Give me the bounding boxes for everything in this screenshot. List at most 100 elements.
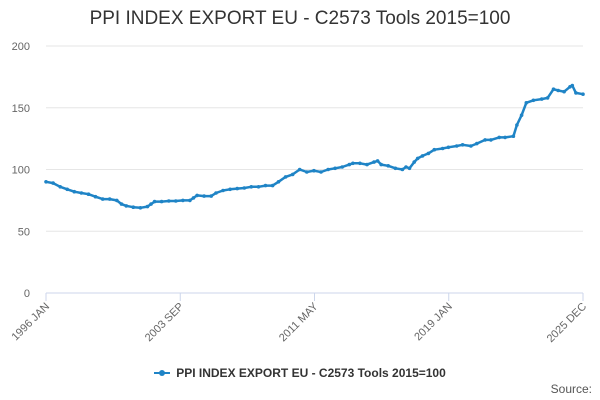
- data-point[interactable]: [256, 185, 261, 189]
- data-point[interactable]: [483, 138, 487, 142]
- data-point[interactable]: [581, 92, 585, 96]
- data-point[interactable]: [174, 199, 178, 203]
- data-point[interactable]: [107, 197, 112, 201]
- data-point[interactable]: [145, 204, 150, 209]
- data-point[interactable]: [515, 123, 519, 127]
- data-point[interactable]: [351, 161, 355, 166]
- series-line: [45, 84, 584, 210]
- data-point[interactable]: [214, 191, 218, 195]
- data-point[interactable]: [290, 172, 295, 177]
- data-point[interactable]: [312, 168, 316, 173]
- x-tick-label: 2019 JAN: [412, 301, 455, 344]
- data-point[interactable]: [475, 141, 479, 146]
- data-point[interactable]: [469, 144, 473, 148]
- data-point[interactable]: [372, 160, 376, 164]
- data-point[interactable]: [365, 162, 369, 167]
- data-point[interactable]: [305, 170, 309, 174]
- data-point[interactable]: [100, 197, 105, 201]
- data-point[interactable]: [404, 165, 408, 169]
- data-point[interactable]: [115, 198, 119, 203]
- data-point[interactable]: [149, 202, 153, 206]
- data-point[interactable]: [79, 191, 84, 195]
- data-point[interactable]: [283, 175, 288, 179]
- data-point[interactable]: [51, 181, 55, 185]
- data-point[interactable]: [358, 161, 362, 166]
- data-point[interactable]: [412, 160, 417, 164]
- data-point[interactable]: [379, 162, 384, 167]
- data-point[interactable]: [124, 204, 129, 208]
- data-point[interactable]: [562, 89, 566, 94]
- data-point[interactable]: [556, 88, 560, 93]
- legend-item[interactable]: PPI INDEX EXPORT EU - C2573 Tools 2015=1…: [154, 366, 446, 380]
- data-point[interactable]: [460, 143, 465, 147]
- data-point[interactable]: [235, 186, 239, 191]
- source-label: Source:: [550, 382, 592, 396]
- data-point[interactable]: [202, 194, 206, 198]
- data-point[interactable]: [400, 167, 405, 172]
- data-point[interactable]: [263, 183, 268, 188]
- data-point[interactable]: [570, 83, 575, 88]
- chart-title: PPI INDEX EXPORT EU - C2573 Tools 2015=1…: [89, 8, 511, 29]
- data-point[interactable]: [228, 187, 232, 192]
- series-layer: [44, 83, 585, 210]
- data-point[interactable]: [524, 101, 529, 105]
- data-point[interactable]: [393, 166, 398, 171]
- data-point[interactable]: [446, 145, 451, 150]
- data-point[interactable]: [195, 193, 199, 198]
- data-point[interactable]: [511, 134, 516, 138]
- data-point[interactable]: [539, 97, 544, 101]
- data-point[interactable]: [326, 167, 330, 172]
- y-tick-label: 0: [24, 288, 30, 300]
- data-point[interactable]: [426, 151, 431, 156]
- data-point[interactable]: [209, 194, 213, 198]
- data-point[interactable]: [152, 199, 157, 204]
- data-point[interactable]: [574, 91, 578, 95]
- data-point[interactable]: [58, 185, 62, 189]
- data-point[interactable]: [167, 199, 171, 203]
- data-point[interactable]: [319, 170, 323, 174]
- data-point[interactable]: [375, 159, 380, 163]
- data-point[interactable]: [297, 167, 302, 172]
- data-point[interactable]: [221, 188, 225, 193]
- data-point[interactable]: [420, 154, 425, 158]
- x-tick-label: 2011 MAY: [277, 300, 321, 344]
- data-point[interactable]: [333, 166, 337, 171]
- data-point[interactable]: [407, 166, 412, 171]
- data-point[interactable]: [93, 194, 98, 199]
- data-point[interactable]: [503, 135, 507, 140]
- data-point[interactable]: [340, 165, 345, 169]
- x-tick-label: 2003 SEP: [143, 301, 187, 345]
- x-tick-label: 2025 DEC: [545, 301, 589, 345]
- x-tick-label: 1996 JAN: [9, 301, 52, 344]
- data-point[interactable]: [454, 144, 459, 148]
- data-point[interactable]: [531, 98, 536, 103]
- data-point[interactable]: [545, 96, 550, 100]
- data-point[interactable]: [440, 146, 445, 151]
- data-point[interactable]: [188, 198, 192, 203]
- data-point[interactable]: [72, 189, 77, 194]
- data-point[interactable]: [270, 183, 275, 188]
- axis-layer: 0 50 100 150 200 1996 JAN 2003 SEP 2011 MAY 2019…: [9, 41, 589, 345]
- data-point[interactable]: [191, 196, 196, 200]
- data-point[interactable]: [159, 199, 164, 204]
- data-point[interactable]: [497, 135, 502, 140]
- data-point[interactable]: [489, 138, 493, 142]
- data-point[interactable]: [386, 164, 391, 168]
- data-point[interactable]: [432, 147, 437, 152]
- data-point[interactable]: [242, 186, 247, 190]
- data-point[interactable]: [551, 87, 556, 91]
- data-point[interactable]: [131, 205, 136, 209]
- legend[interactable]: PPI INDEX EXPORT EU - C2573 Tools 2015=1…: [0, 366, 600, 381]
- data-point[interactable]: [249, 185, 254, 189]
- data-point[interactable]: [347, 162, 352, 167]
- data-point[interactable]: [65, 187, 69, 192]
- data-point[interactable]: [519, 113, 524, 117]
- data-point[interactable]: [86, 192, 91, 196]
- data-point[interactable]: [138, 206, 143, 210]
- data-point[interactable]: [44, 180, 48, 184]
- data-point[interactable]: [415, 156, 420, 161]
- data-point[interactable]: [181, 198, 185, 203]
- y-tick-label: 100: [12, 165, 30, 177]
- data-point[interactable]: [119, 202, 124, 206]
- data-point[interactable]: [276, 180, 281, 184]
